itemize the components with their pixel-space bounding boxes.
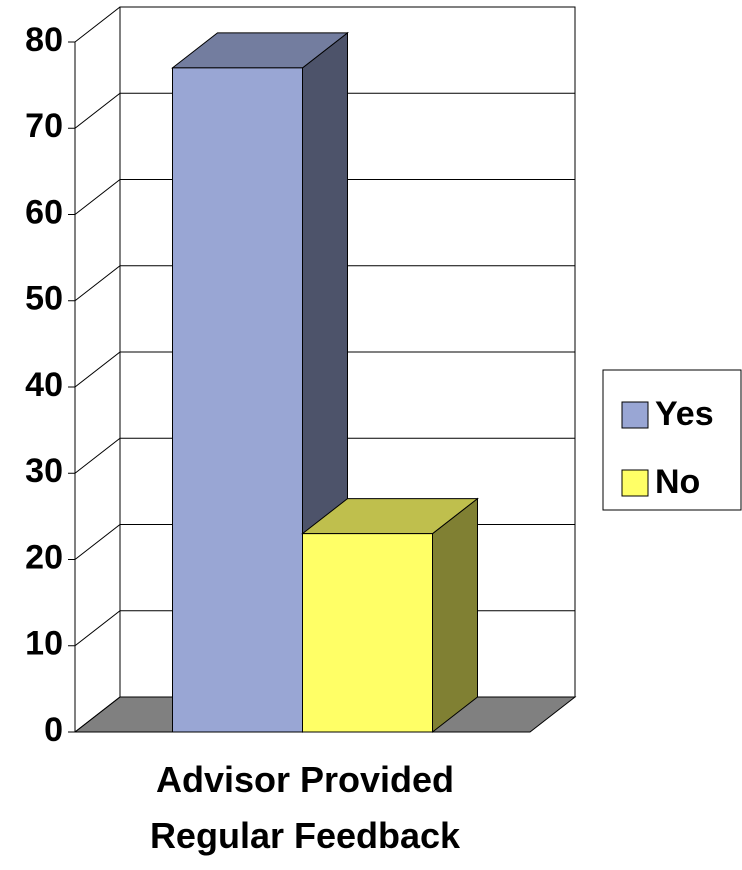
y-tick-label: 0 [44, 711, 63, 749]
grid-line [74, 92, 575, 129]
bar [302, 533, 433, 733]
y-tick-label: 60 [25, 193, 63, 231]
y-tick-label: 50 [25, 280, 63, 318]
y-tick-label: 10 [25, 625, 63, 663]
bar [172, 67, 303, 733]
y-tick-label: 80 [25, 21, 63, 59]
legend-label: Yes [655, 395, 714, 433]
legend-label: No [655, 463, 700, 501]
grid-line [74, 437, 575, 474]
y-tick-label: 30 [25, 452, 63, 490]
grid-line [74, 351, 575, 388]
y-tick-label: 70 [25, 107, 63, 145]
grid-line [74, 6, 575, 43]
legend-swatch [621, 469, 649, 497]
grid-line [74, 179, 575, 215]
x-category-label: Advisor Provided Regular Feedback [149, 759, 461, 856]
grid-line [74, 265, 575, 302]
bar-side [432, 497, 478, 734]
legend-swatch [621, 401, 649, 429]
y-tick-label: 20 [25, 538, 63, 576]
y-tick-label: 40 [25, 366, 63, 404]
